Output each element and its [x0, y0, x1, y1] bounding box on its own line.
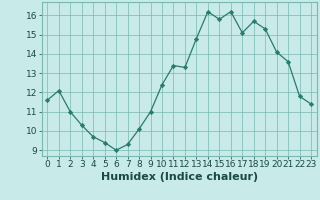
X-axis label: Humidex (Indice chaleur): Humidex (Indice chaleur) — [100, 172, 258, 182]
